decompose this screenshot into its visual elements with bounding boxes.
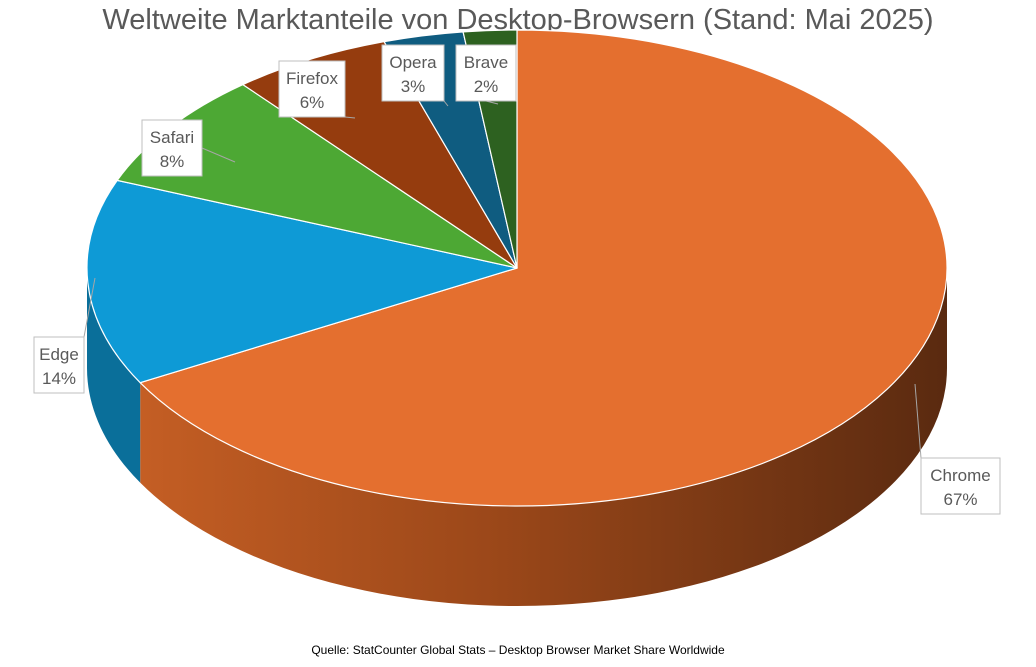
data-label-name-brave: Brave	[464, 53, 508, 72]
data-label-value-edge: 14%	[42, 369, 76, 388]
leader-line-safari	[201, 147, 236, 163]
data-label-name-safari: Safari	[150, 128, 194, 147]
data-label-name-opera: Opera	[389, 53, 437, 72]
data-label-name-firefox: Firefox	[286, 69, 338, 88]
leader-line-firefox	[344, 116, 356, 119]
pie-slice-chrome	[139, 29, 948, 507]
data-label-box-edge	[33, 336, 85, 394]
data-label-name-chrome: Chrome	[930, 466, 990, 485]
pie-side-chrome	[140, 268, 948, 606]
data-label-box-opera	[381, 44, 445, 102]
pie-side-walls	[87, 268, 948, 606]
leader-line-chrome	[914, 383, 922, 459]
pie-slices	[86, 29, 948, 507]
pie-data-labels: Chrome 67% Edge 14% Safari 8% Firefox 6% Opera 3%…	[33, 44, 1001, 515]
data-label-box-firefox	[278, 60, 346, 118]
data-label-value-chrome: 67%	[943, 490, 977, 509]
data-label-value-firefox: 6%	[300, 93, 325, 112]
data-label-box-brave	[455, 44, 517, 102]
leader-line-edge	[83, 277, 96, 338]
leader-line-opera	[443, 100, 449, 107]
data-label-value-brave: 2%	[474, 77, 499, 96]
data-label-box-safari	[141, 119, 203, 177]
chart-source-note: Quelle: StatCounter Global Stats – Deskt…	[311, 643, 725, 657]
pie-slice-edge	[86, 179, 518, 384]
data-label-value-opera: 3%	[401, 77, 426, 96]
data-label-value-safari: 8%	[160, 152, 185, 171]
pie-side-edge	[87, 268, 141, 483]
data-label-name-edge: Edge	[39, 345, 79, 364]
data-label-box-chrome	[920, 457, 1001, 515]
